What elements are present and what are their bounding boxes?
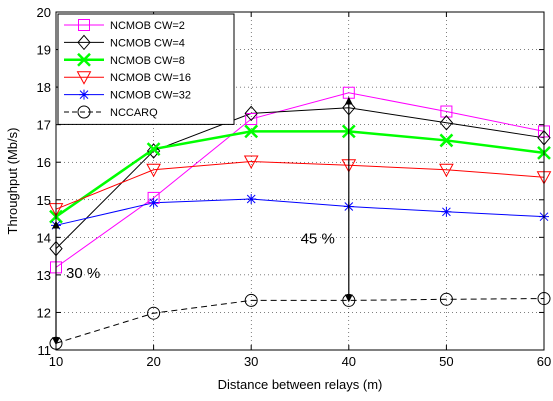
x-tick-label: 20 — [146, 354, 160, 369]
annotation-label: 30 % — [66, 265, 100, 282]
legend-entry-label: NCMOB CW=16 — [110, 72, 191, 84]
y-tick-label: 18 — [37, 80, 51, 95]
data-point — [146, 143, 161, 159]
annotation-label: 45 % — [301, 230, 335, 247]
legend-swatch-marker — [77, 105, 91, 119]
legend-entry-label: NCCARQ — [110, 107, 158, 119]
data-point — [244, 124, 259, 139]
y-tick-label: 12 — [37, 305, 51, 320]
legend-swatch-marker — [79, 89, 89, 100]
x-tick-label: 50 — [439, 354, 453, 369]
y-tick-label: 14 — [37, 230, 51, 245]
y-tick-label: 13 — [37, 268, 51, 283]
data-point — [440, 105, 453, 118]
data-point — [439, 163, 454, 178]
series-line-5 — [55, 298, 545, 344]
x-tick-label: 10 — [49, 354, 63, 369]
legend-swatch-marker — [76, 71, 92, 85]
data-point — [146, 163, 161, 178]
series-line-4 — [55, 198, 545, 226]
x-tick-label: 30 — [244, 354, 258, 369]
legend-box — [57, 13, 235, 125]
y-tick-label: 20 — [37, 5, 51, 20]
legend-entry-label: NCMOB CW=4 — [110, 37, 185, 49]
y-axis-label: Throughput (Mb/s) — [5, 128, 20, 235]
x-tick-labels: 10 20 30 40 50 60 — [49, 354, 551, 369]
series-line-1 — [55, 107, 545, 249]
data-point — [439, 115, 454, 131]
y-tick-label: 16 — [37, 155, 51, 170]
legend: NCMOB CW=2 NCMOB CW=4 NCMOB CW=8 NCMOB CW=1… — [57, 13, 235, 125]
y-tick-labels: 11 12 13 14 15 16 17 18 19 20 — [37, 5, 51, 358]
data-point — [246, 194, 257, 205]
data-point — [146, 142, 161, 156]
data-point — [244, 105, 258, 122]
plot-area-frame — [55, 11, 545, 351]
y-tick-label: 15 — [37, 193, 51, 208]
y-tick-label: 17 — [37, 118, 51, 133]
series-line-2 — [55, 130, 545, 218]
y-tick-label: 11 — [38, 343, 52, 358]
legend-swatch-marker — [77, 52, 91, 67]
data-point — [243, 155, 259, 170]
legend-swatch-marker — [78, 19, 90, 31]
data-point — [439, 292, 453, 306]
data-point — [439, 133, 454, 148]
annotations: 30 % 45 % — [52, 96, 353, 346]
series-line-0 — [55, 92, 545, 268]
legend-entry-label: NCMOB CW=32 — [110, 90, 191, 102]
x-tick-label: 40 — [342, 354, 356, 369]
data-point — [148, 197, 159, 208]
y-tick-label: 19 — [37, 43, 51, 58]
data-point — [244, 293, 258, 307]
x-tick-label: 60 — [537, 354, 551, 369]
x-axis-label: Distance between relays (m) — [218, 377, 383, 392]
data-point — [441, 206, 452, 217]
data-point — [245, 113, 258, 126]
series-line-3 — [55, 160, 545, 210]
legend-entry-label: NCMOB CW=8 — [110, 55, 185, 67]
legend-entry-label: NCMOB CW=2 — [110, 20, 185, 32]
legend-swatch-marker — [77, 34, 91, 51]
series-lines — [55, 92, 545, 344]
data-point — [147, 306, 161, 320]
